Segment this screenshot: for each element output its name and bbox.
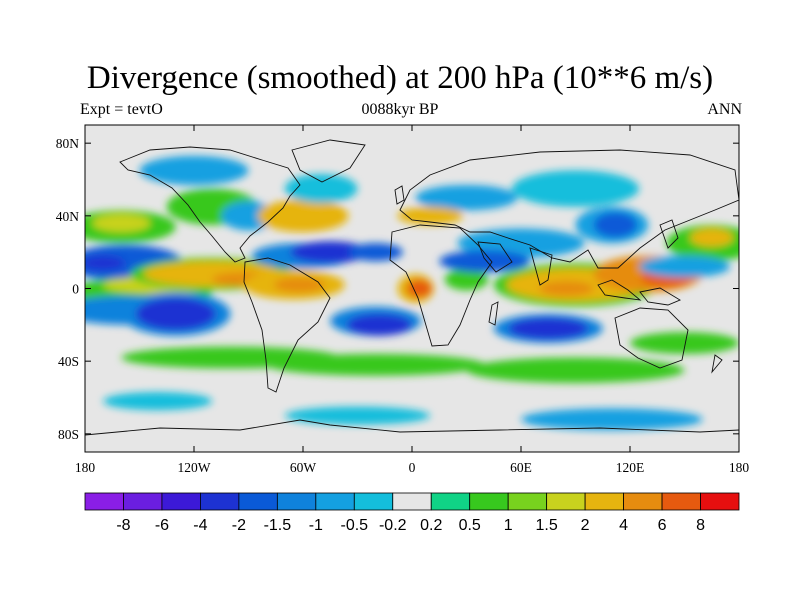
colorbar-label: 6 <box>658 517 667 534</box>
colorbar-label: 1.5 <box>536 517 558 534</box>
contour-region <box>406 279 432 298</box>
colorbar-swatch <box>315 492 355 511</box>
contour-region <box>630 332 739 354</box>
contour-region <box>444 268 489 291</box>
contour-region <box>139 155 249 185</box>
contour-region <box>92 214 151 233</box>
colorbar-swatch <box>623 492 663 511</box>
contour-region <box>415 184 518 211</box>
divergence-field <box>85 155 739 431</box>
colorbar-swatch <box>661 492 701 511</box>
map-axes: 80N 40N 0 40S 80S 180 120W 60W 0 60E 120E 180 <box>56 125 750 475</box>
coastlines <box>85 139 739 436</box>
experiment-label: Expt = tevtO <box>80 101 163 118</box>
contour-region <box>284 406 431 425</box>
lat-tick-label: 80S <box>58 427 79 442</box>
contour-region <box>284 174 358 204</box>
map-title: Divergence (smoothed) at 200 hPa (10**6 … <box>86 60 714 96</box>
colorbar-swatch <box>161 492 201 511</box>
contour-region <box>511 170 640 207</box>
colorbar-swatch <box>200 492 240 511</box>
contour-region <box>266 353 485 376</box>
colorbar-label: 0.5 <box>459 517 481 534</box>
colorbar-swatch <box>430 492 471 511</box>
colorbar-swatch <box>238 492 278 511</box>
lat-tick-label: 40N <box>56 209 80 224</box>
colorbar-swatch <box>353 492 394 511</box>
lon-tick-label: 120W <box>178 460 211 475</box>
lon-tick-label: 60E <box>510 460 532 475</box>
season-label: ANN <box>707 101 742 118</box>
lat-tick-label: 0 <box>72 282 79 297</box>
contour-region <box>273 277 325 293</box>
colorbar-label: -0.5 <box>341 517 369 534</box>
contour-region <box>521 408 703 431</box>
colorbar-label: -6 <box>155 517 169 534</box>
contour-region <box>508 317 589 340</box>
contour-region <box>221 201 276 231</box>
colorbar-label: 4 <box>619 517 628 534</box>
contour-region <box>103 392 213 411</box>
lon-tick-label: 180 <box>75 460 96 475</box>
lon-tick-label: 180 <box>729 460 750 475</box>
colorbar-label: -1.5 <box>264 517 292 534</box>
colorbar-label: 1 <box>504 517 513 534</box>
contour-region <box>348 243 403 262</box>
colorbar-label: -0.2 <box>379 517 407 534</box>
colorbar-swatch <box>123 492 163 511</box>
colorbar-label: 0.2 <box>420 517 442 534</box>
colorbar-swatch <box>507 492 548 511</box>
contour-region <box>639 255 730 278</box>
colorbar-label: -1 <box>309 517 323 534</box>
lat-tick-label: 40S <box>58 354 79 369</box>
contour-region <box>85 255 125 271</box>
colorbar-swatch <box>584 492 624 511</box>
contour-region <box>257 199 349 233</box>
colorbar-swatch <box>276 492 317 511</box>
colorbar-label: 8 <box>696 517 705 534</box>
lon-tick-label: 120E <box>616 460 645 475</box>
lon-tick-label: 60W <box>290 460 317 475</box>
contour-region <box>539 281 594 296</box>
colorbar: -8 -6 -4 -2 -1.5 -1 -0.5 -0.2 0.2 0.5 1 1.5 2 4 6 8 <box>84 492 740 534</box>
colorbar-swatch <box>700 492 740 511</box>
contour-region <box>466 357 685 383</box>
colorbar-swatch <box>469 492 509 511</box>
colorbar-swatch <box>84 492 124 511</box>
colorbar-label: -4 <box>193 517 207 534</box>
colorbar-label: -2 <box>232 517 246 534</box>
colorbar-label: -8 <box>116 517 130 534</box>
contour-region <box>457 228 585 258</box>
contour-region <box>135 297 216 331</box>
contour-region <box>346 313 412 336</box>
colorbar-label: 2 <box>581 517 590 534</box>
lon-tick-label: 0 <box>409 460 416 475</box>
contour-region <box>593 212 638 238</box>
contour-region <box>689 228 734 247</box>
contour-region <box>290 241 371 264</box>
period-label: 0088kyr BP <box>361 101 439 118</box>
colorbar-swatch <box>546 492 586 511</box>
colorbar-swatch <box>392 492 432 511</box>
lat-tick-label: 80N <box>56 136 80 151</box>
